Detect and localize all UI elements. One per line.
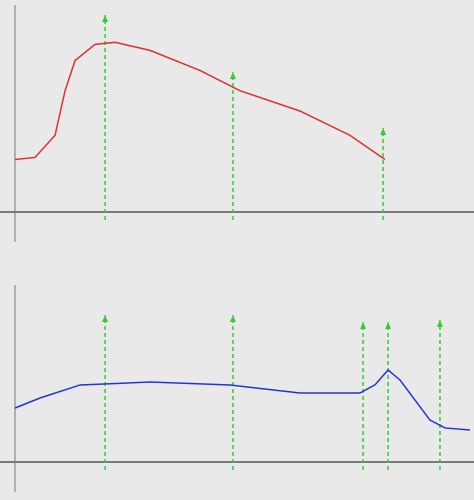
marker-arrow: [436, 319, 443, 327]
marker-arrow: [229, 72, 236, 80]
marker-arrow: [102, 314, 109, 322]
marker-arrow: [360, 321, 367, 329]
marker-arrow: [102, 15, 109, 23]
data-line: [14, 41, 386, 161]
data-line: [14, 368, 471, 431]
marker-arrow: [229, 314, 236, 322]
marker-arrow: [385, 321, 392, 329]
marker-arrow: [380, 127, 387, 135]
